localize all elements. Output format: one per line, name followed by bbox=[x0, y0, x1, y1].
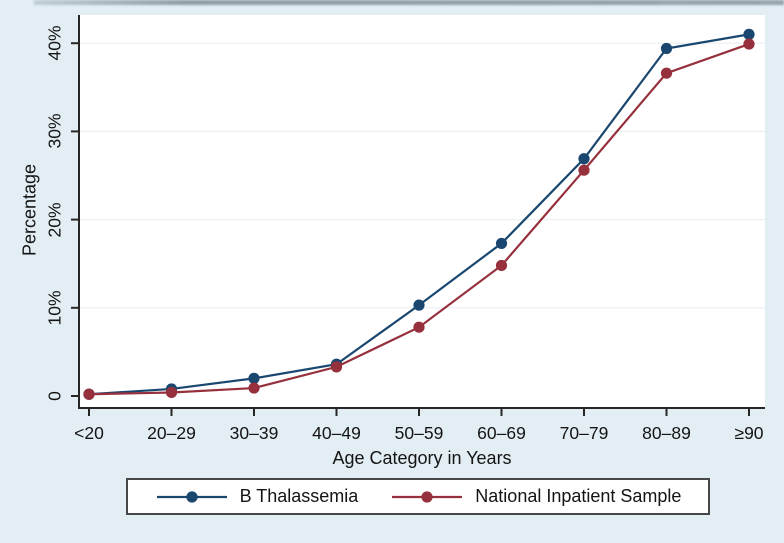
legend: B Thalassemia National Inpatient Sample bbox=[126, 478, 710, 515]
data-point-marker bbox=[743, 38, 755, 50]
x-tick-label: 80–89 bbox=[642, 423, 691, 443]
x-tick-label: 20–29 bbox=[147, 423, 196, 443]
data-point-marker bbox=[83, 388, 95, 400]
series-national-inpatient-sample bbox=[83, 38, 755, 400]
line-marker-swatch bbox=[156, 490, 227, 503]
x-tick-label: 60–69 bbox=[477, 423, 526, 443]
y-tick-label: 0 bbox=[44, 391, 65, 401]
data-point-marker bbox=[248, 372, 260, 384]
data-point-marker bbox=[660, 42, 673, 55]
data-point-marker bbox=[495, 259, 508, 272]
y-tick-label: 30% bbox=[44, 113, 65, 149]
plot-background bbox=[79, 15, 765, 408]
data-point-marker bbox=[578, 164, 590, 176]
data-point-marker bbox=[330, 361, 343, 373]
x-tick-label: ≥90 bbox=[734, 423, 764, 443]
data-point-marker bbox=[248, 382, 260, 394]
data-point-marker bbox=[578, 153, 590, 165]
y-tick-label: 20% bbox=[44, 202, 65, 238]
data-point-marker bbox=[660, 67, 673, 79]
legend-item-b-thalassemia: B Thalassemia bbox=[155, 486, 359, 507]
gridlines bbox=[79, 42, 765, 309]
axes bbox=[78, 15, 765, 409]
tick-marks bbox=[71, 42, 750, 416]
x-axis-title: Age Category in Years bbox=[332, 448, 512, 468]
x-tick-label: 70–79 bbox=[559, 423, 609, 443]
data-point-marker bbox=[743, 28, 755, 40]
data-point-marker bbox=[413, 321, 425, 333]
data-point-marker bbox=[165, 386, 178, 399]
legend-label: B Thalassemia bbox=[239, 486, 359, 506]
line-marker-swatch bbox=[392, 490, 463, 503]
x-tick-label: 40–49 bbox=[312, 423, 361, 443]
x-tick-label: 30–39 bbox=[229, 423, 279, 443]
data-point-marker bbox=[413, 299, 425, 311]
legend-item-national-inpatient-sample: National Inpatient Sample bbox=[390, 486, 681, 507]
y-axis-title: Percentage bbox=[19, 163, 40, 257]
data-point-marker bbox=[495, 237, 508, 250]
y-tick-label: 10% bbox=[44, 290, 65, 326]
y-tick-label: 40% bbox=[44, 25, 65, 61]
legend-label: National Inpatient Sample bbox=[475, 486, 682, 506]
x-tick-label: 50–59 bbox=[394, 423, 444, 443]
x-tick-label: <20 bbox=[74, 423, 104, 443]
